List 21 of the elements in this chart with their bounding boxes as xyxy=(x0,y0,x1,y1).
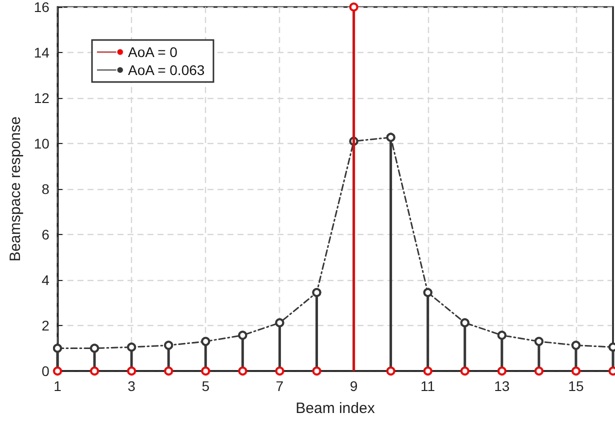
y-tick-label: 0 xyxy=(42,363,50,379)
x-tick-label: 7 xyxy=(276,378,284,394)
y-tick-label: 6 xyxy=(42,226,50,242)
y-tick-label: 2 xyxy=(42,318,50,334)
legend-label: AoA = 0 xyxy=(128,44,178,60)
y-tick-label: 12 xyxy=(34,90,50,106)
x-tick-label: 5 xyxy=(202,378,210,394)
y-tick-label: 14 xyxy=(34,44,50,60)
x-tick-label: 11 xyxy=(420,378,436,394)
x-tick-label: 9 xyxy=(350,378,358,394)
y-tick-label: 4 xyxy=(42,272,50,288)
x-axis-title: Beam index xyxy=(296,400,376,417)
y-tick-label: 8 xyxy=(42,181,50,197)
y-axis-title: Beamspace response xyxy=(7,116,24,262)
y-tick-label: 16 xyxy=(34,0,50,15)
x-tick-label: 15 xyxy=(568,378,584,394)
legend-label: AoA = 0.063 xyxy=(128,62,205,78)
x-tick-label: 13 xyxy=(494,378,510,394)
x-tick-label: 1 xyxy=(54,378,62,394)
y-tick-label: 10 xyxy=(34,136,50,152)
x-tick-label: 3 xyxy=(128,378,136,394)
